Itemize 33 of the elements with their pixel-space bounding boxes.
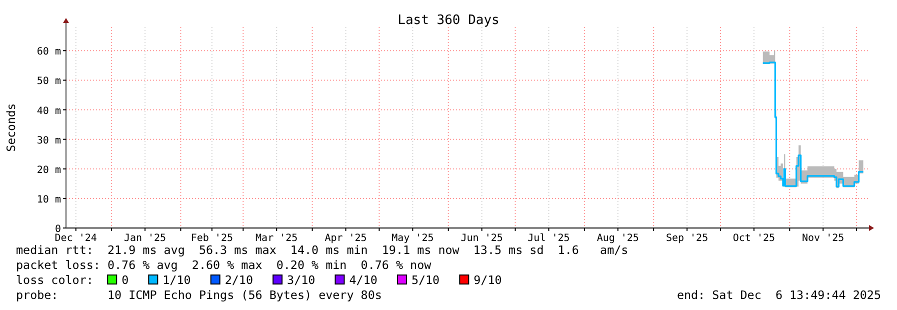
- x-tick-label: Oct '25: [732, 233, 776, 244]
- text: median rtt: 21.9 ms avg 56.3 ms max 14.0 ms min 19.1 ms now 13.5 ms sd 1.6 am/s: [16, 243, 628, 257]
- y-tick-label: 20 m: [36, 164, 61, 176]
- x-tick-label: Aug '25: [596, 233, 639, 244]
- x-tick-label: Mar '25: [256, 233, 298, 244]
- x-tick-label: Dec '24: [54, 233, 97, 244]
- x-tick-label: May '25: [392, 233, 434, 244]
- legend-label: 2/10: [224, 273, 254, 287]
- legend-label: 4/10: [349, 273, 378, 287]
- legend-label: 5/10: [411, 273, 440, 287]
- x-tick-label: Sep '25: [666, 233, 708, 244]
- text: probe: 10 ICMP Echo Pings (56 Bytes) every 80s: [16, 288, 382, 302]
- x-tick-label: Feb '25: [190, 233, 234, 244]
- legend-label: 1/10: [162, 273, 191, 287]
- x-tick-label: Jul '25: [528, 233, 570, 244]
- legend-label: 3/10: [287, 273, 316, 287]
- y-tick-label: 40 m: [36, 106, 61, 117]
- legend-label: 0: [122, 273, 129, 287]
- text: end: Sat Dec 6 13:49:44 2025: [676, 288, 881, 302]
- chart-title: Last 360 Days: [398, 13, 500, 28]
- x-tick-label: Apr '25: [324, 233, 367, 244]
- text: packet loss: 0.76 % avg 2.60 % max 0.20 % min 0.76 % now: [16, 258, 432, 272]
- y-tick-label: 0: [54, 224, 61, 235]
- y-tick-label: 60 m: [36, 46, 61, 58]
- y-tick-label: 10 m: [36, 194, 61, 206]
- y-axis-title: Seconds: [4, 103, 18, 152]
- legend-label: 9/10: [474, 273, 502, 287]
- x-tick-label: Nov '25: [802, 233, 844, 244]
- legend-title: loss color:: [16, 273, 94, 287]
- y-tick-label: 30 m: [36, 135, 61, 146]
- y-tick-label: 50 m: [36, 76, 61, 88]
- x-tick-label: Jun '25: [460, 233, 503, 244]
- x-tick-label: Jan '25: [124, 233, 166, 244]
